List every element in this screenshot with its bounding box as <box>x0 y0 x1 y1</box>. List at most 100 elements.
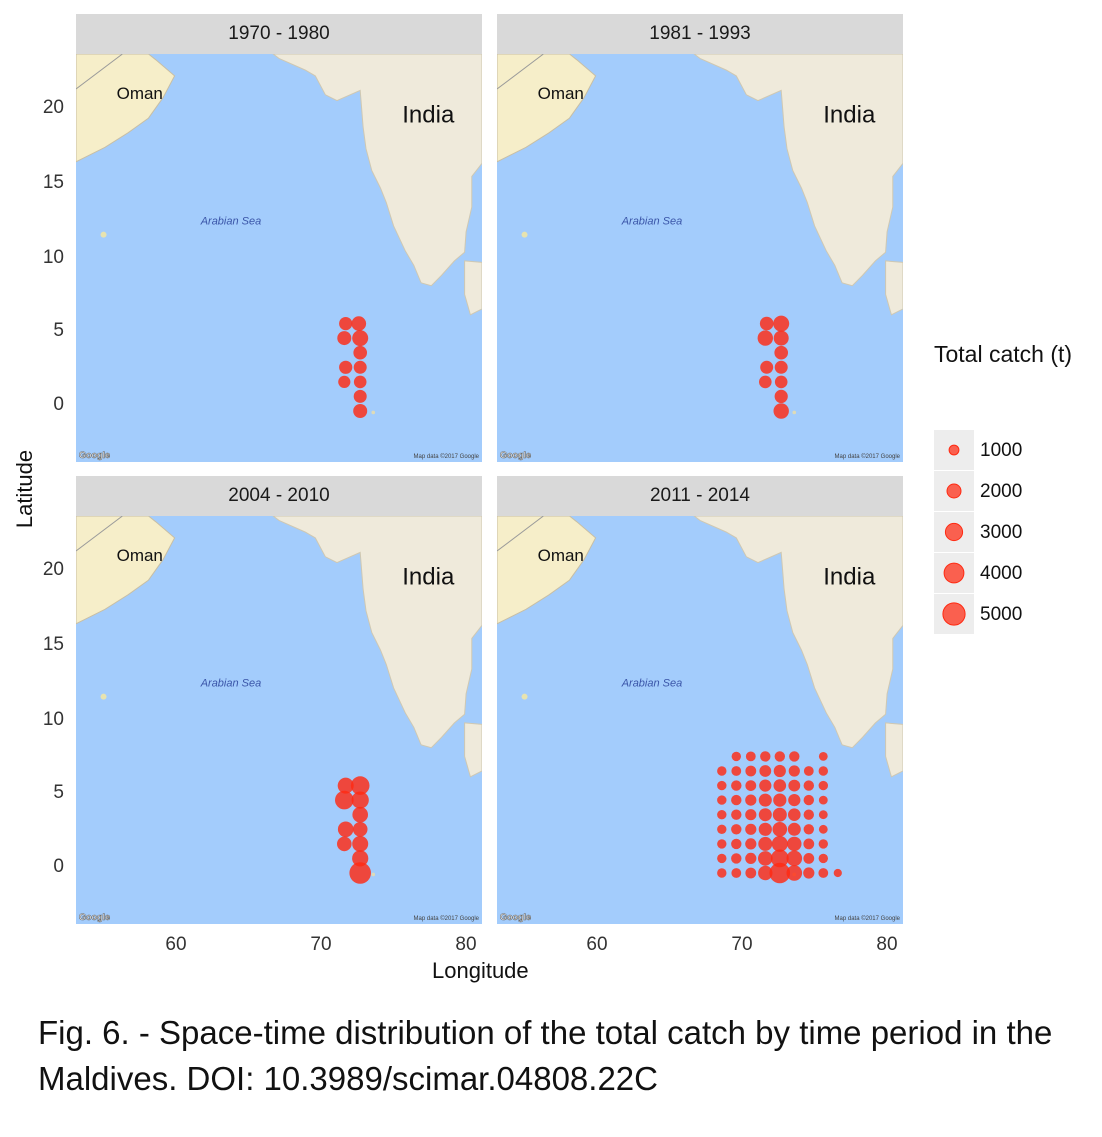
catch-point <box>787 822 801 836</box>
catch-point <box>745 823 757 835</box>
catch-point <box>758 865 773 881</box>
legend-symbol <box>946 483 962 499</box>
catch-point <box>349 862 372 884</box>
catch-point <box>788 779 801 792</box>
y-tick-label: 5 <box>53 320 64 341</box>
catch-point <box>788 765 800 777</box>
catch-point <box>745 794 757 806</box>
catch-point <box>745 852 757 864</box>
catch-point <box>818 766 828 776</box>
catch-point <box>731 794 742 806</box>
sri-lanka-land <box>464 722 482 778</box>
catch-point <box>337 821 354 838</box>
x-tick-label: 60 <box>586 934 608 955</box>
legend-symbol <box>944 522 964 542</box>
legend-label: 2000 <box>980 481 1023 502</box>
catch-point <box>745 765 757 777</box>
india-land <box>693 516 903 749</box>
border-line <box>497 516 544 552</box>
catch-point <box>353 389 367 403</box>
catch-point <box>773 793 787 807</box>
catch-point <box>745 867 757 879</box>
catch-point <box>803 867 815 879</box>
oman-label: Oman <box>538 546 584 565</box>
catch-point <box>731 853 742 864</box>
legend-key <box>934 471 974 511</box>
catch-point <box>773 403 789 419</box>
figure-caption: Fig. 6. - Space-time distribution of the… <box>38 1014 1053 1097</box>
catch-point <box>352 850 369 867</box>
catch-point <box>759 779 772 792</box>
facet-strip-title: 2011 - 2014 <box>497 476 903 516</box>
catch-point <box>771 835 788 852</box>
catch-point <box>745 751 756 762</box>
catch-point <box>803 824 814 835</box>
socotra-island <box>100 231 107 238</box>
catch-point <box>717 839 727 849</box>
catch-point <box>803 853 815 864</box>
catch-point <box>833 868 842 878</box>
catch-point <box>760 751 771 762</box>
legend-symbol <box>943 562 965 584</box>
island-dot <box>371 410 376 415</box>
island-dot <box>792 410 797 415</box>
arabian-peninsula-land <box>76 516 176 625</box>
facet-strip-title: 1981 - 1993 <box>497 14 903 54</box>
map-svg: Oman India Arabian Sea Google Map data ©2017… <box>497 516 903 924</box>
socotra-island <box>100 693 107 700</box>
arabian-sea-label: Arabian Sea <box>200 215 262 227</box>
catch-point <box>818 824 828 834</box>
catch-point <box>339 317 353 331</box>
catch-point <box>352 822 368 837</box>
catch-point <box>717 766 727 776</box>
facet-strip-title: 2004 - 2010 <box>76 476 482 516</box>
facet-strip-title: 1970 - 1980 <box>76 14 482 54</box>
india-land <box>272 516 482 749</box>
x-tick-label: 70 <box>731 934 753 955</box>
catch-point <box>353 404 368 418</box>
catch-point <box>773 315 790 332</box>
x-tick-label: 60 <box>165 934 187 955</box>
catch-point <box>758 808 772 822</box>
catch-point <box>352 330 369 347</box>
catch-point <box>731 824 742 835</box>
catch-point <box>351 316 367 331</box>
catch-point <box>774 360 788 374</box>
india-land <box>693 54 903 287</box>
x-tick-label: 70 <box>310 934 332 955</box>
map-area: Oman India Arabian Sea Google Map data ©2017… <box>76 54 482 462</box>
catch-point <box>731 868 742 878</box>
catch-point <box>335 790 354 810</box>
catch-point <box>803 794 814 806</box>
oman-label: Oman <box>538 84 584 103</box>
catch-point <box>818 853 828 864</box>
map-svg: Oman India Arabian Sea Google Map data ©2017… <box>497 54 903 462</box>
y-tick-label: 10 <box>42 709 64 730</box>
legend-key <box>934 512 974 552</box>
catch-point <box>803 809 814 820</box>
india-land <box>272 54 482 287</box>
catch-point <box>353 360 367 374</box>
catch-point <box>731 751 741 762</box>
india-label: India <box>402 563 455 590</box>
legend-key <box>934 430 974 470</box>
catch-point <box>773 764 786 778</box>
arabian-peninsula-land <box>497 516 597 625</box>
arabian-sea-label: Arabian Sea <box>200 677 262 689</box>
sri-lanka-land <box>464 260 482 316</box>
catch-point <box>717 868 727 878</box>
legend-key <box>934 553 974 593</box>
catch-point <box>772 822 788 837</box>
catch-point <box>758 793 772 807</box>
catch-point <box>770 849 789 868</box>
catch-point <box>772 807 787 822</box>
x-tick-label: 80 <box>876 934 898 955</box>
legend-label: 1000 <box>980 440 1023 461</box>
catch-point <box>786 865 803 881</box>
google-logo: Google <box>79 912 110 922</box>
map-attribution: Map data ©2017 Google <box>414 915 480 922</box>
arabian-peninsula-land <box>76 54 176 163</box>
india-label: India <box>402 101 455 128</box>
catch-point <box>337 331 352 346</box>
oman-label: Oman <box>117 84 163 103</box>
